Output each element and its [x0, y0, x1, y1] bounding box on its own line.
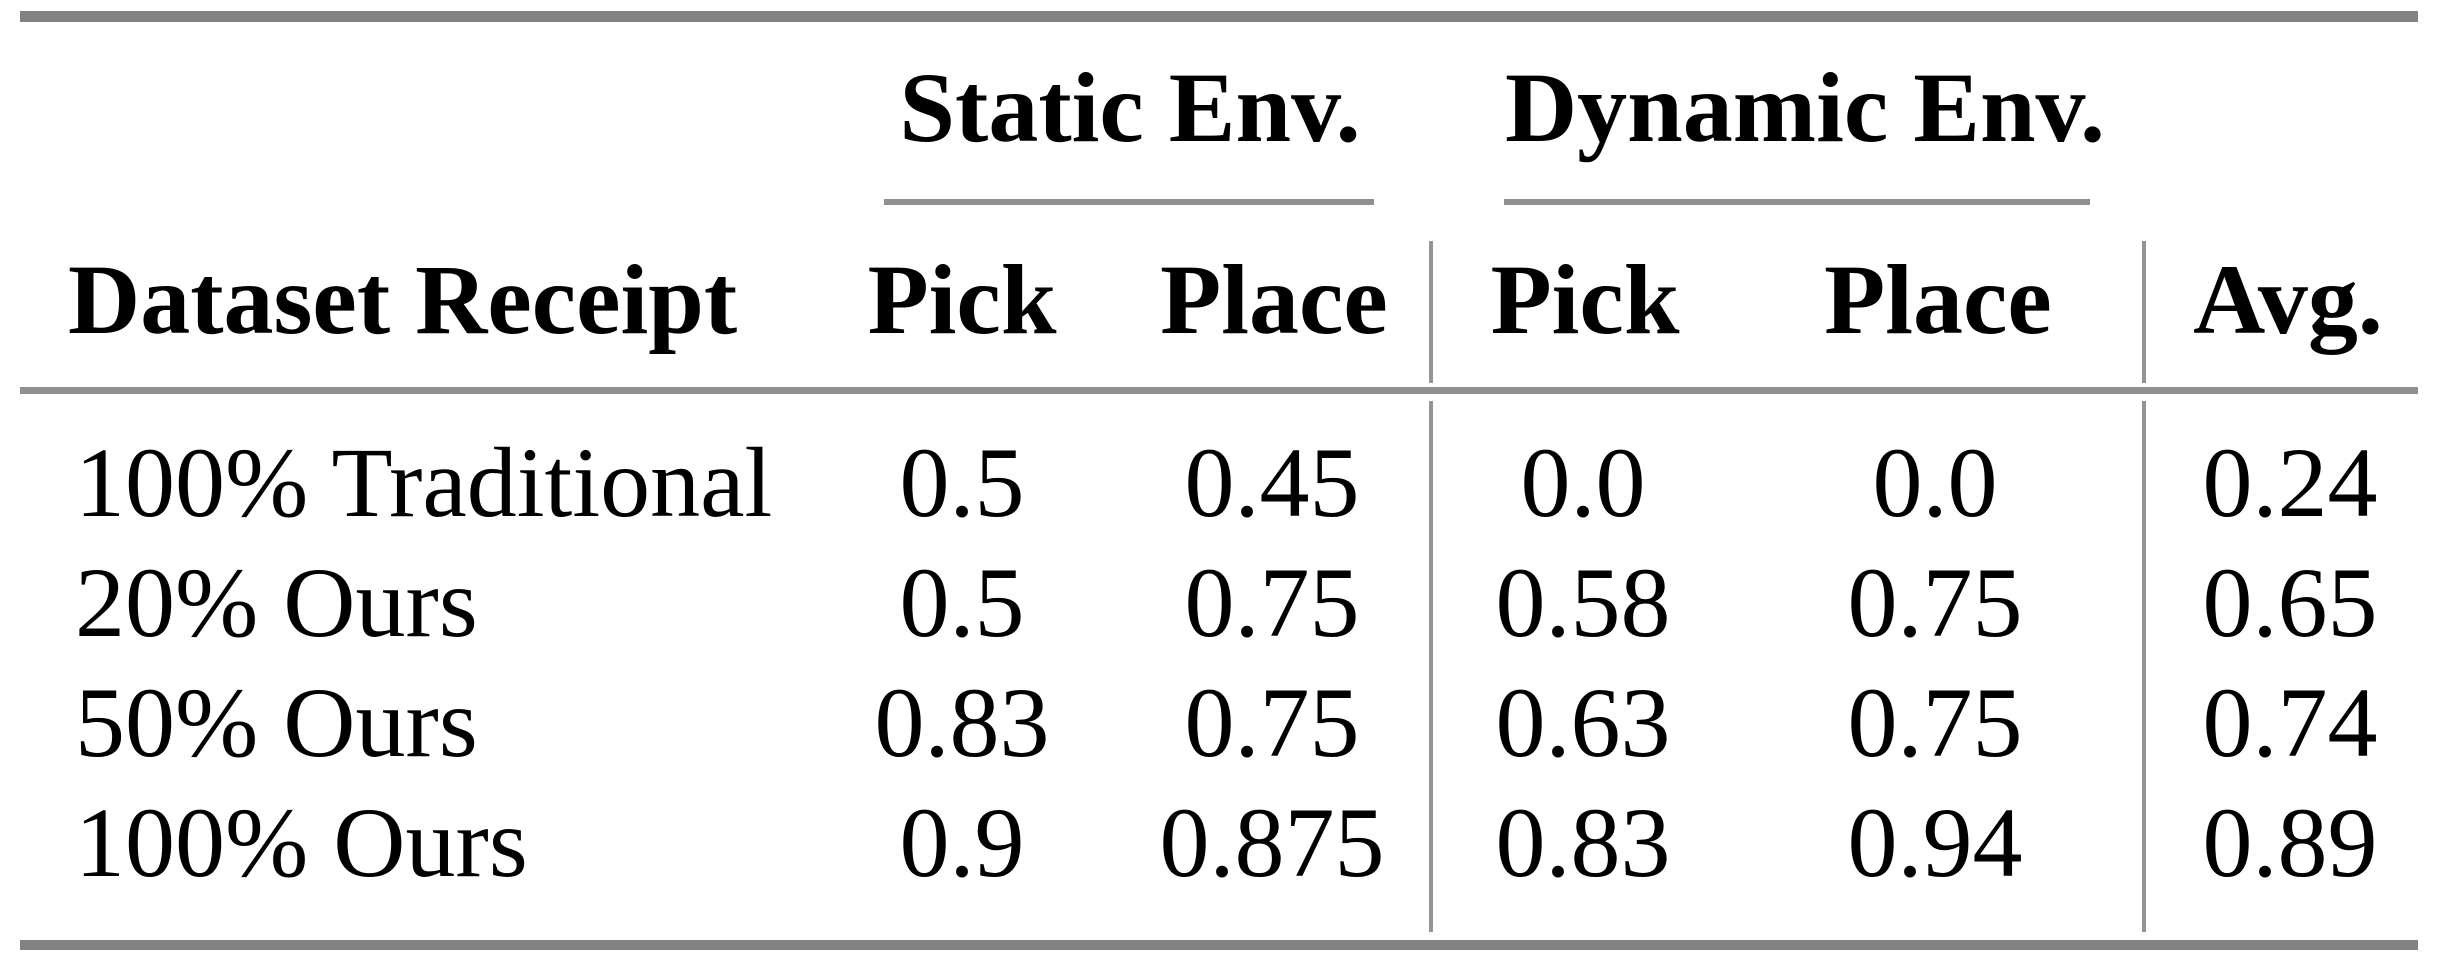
- cell-dynamic-pick: 0.63: [1495, 667, 1671, 778]
- top-rule: [20, 11, 2418, 22]
- cell-static-place: 0.75: [1184, 547, 1360, 658]
- cell-dynamic-pick: 0.83: [1495, 787, 1671, 898]
- row-label: 100% Ours: [75, 787, 528, 898]
- cell-static-pick: 0.5: [899, 547, 1025, 658]
- cell-dynamic-place: 0.0: [1872, 427, 1998, 538]
- cell-dynamic-pick: 0.58: [1495, 547, 1671, 658]
- column-header-dynamic-pick: Pick: [1490, 244, 1680, 355]
- cell-static-place: 0.75: [1184, 667, 1360, 778]
- row-label: 20% Ours: [75, 547, 478, 658]
- mid-rule: [20, 387, 2418, 394]
- cell-dynamic-place: 0.75: [1847, 547, 2023, 658]
- cell-avg: 0.24: [2202, 427, 2378, 538]
- cell-dynamic-place: 0.75: [1847, 667, 2023, 778]
- row-label: 100% Traditional: [75, 427, 773, 538]
- cmidrule-dynamic: [1504, 199, 2090, 205]
- cell-avg: 0.89: [2202, 787, 2378, 898]
- bottom-rule: [20, 940, 2418, 950]
- cmidrule-static: [884, 199, 1374, 205]
- group-header-dynamic-env: Dynamic Env.: [1504, 52, 2106, 163]
- column-header-dataset-receipt: Dataset Receipt: [68, 244, 738, 355]
- column-header-avg: Avg.: [2193, 244, 2383, 355]
- cell-avg: 0.65: [2202, 547, 2378, 658]
- row-label: 50% Ours: [75, 667, 478, 778]
- cell-dynamic-place: 0.94: [1847, 787, 2023, 898]
- cell-static-pick: 0.9: [899, 787, 1025, 898]
- column-header-static-place: Place: [1160, 244, 1388, 355]
- column-header-static-pick: Pick: [867, 244, 1057, 355]
- cell-avg: 0.74: [2202, 667, 2378, 778]
- cell-static-place: 0.45: [1184, 427, 1360, 538]
- cell-static-pick: 0.5: [899, 427, 1025, 538]
- group-header-static-env: Static Env.: [899, 52, 1361, 163]
- column-header-dynamic-place: Place: [1824, 244, 2052, 355]
- vertical-separator-dynamic-avg-header: [2142, 241, 2146, 383]
- vertical-separator-dynamic-avg-body: [2142, 401, 2146, 932]
- vertical-separator-static-dynamic-body: [1429, 401, 1433, 932]
- cell-dynamic-pick: 0.0: [1520, 427, 1646, 538]
- cell-static-place: 0.875: [1159, 787, 1385, 898]
- vertical-separator-static-dynamic-header: [1429, 241, 1433, 383]
- cell-static-pick: 0.83: [874, 667, 1050, 778]
